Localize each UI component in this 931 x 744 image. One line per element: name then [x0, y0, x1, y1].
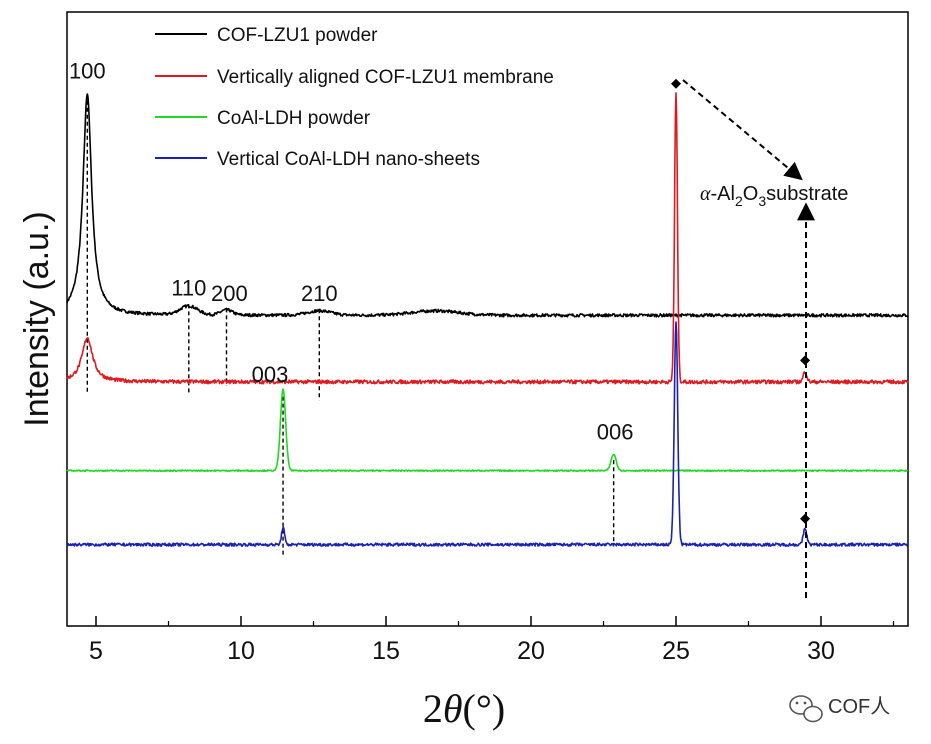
- annotation-arrow-diagonal: [682, 79, 803, 181]
- peak-label-100: 100: [69, 59, 106, 84]
- peak-labels: 100 110 200 210 003 006: [69, 59, 634, 445]
- x-axis-label-theta: θ: [443, 686, 463, 731]
- annotation-sub-2: 2: [735, 193, 743, 209]
- series-lines: [66, 92, 909, 547]
- y-axis-label: Intensity (a.u.): [18, 211, 56, 426]
- peak-label-006: 006: [597, 420, 634, 445]
- annotation-dash: -: [711, 183, 718, 205]
- diamond-marker-nanosheets-29: [800, 513, 811, 524]
- legend: COF-LZU1 powder Vertically aligned COF-L…: [155, 25, 554, 170]
- x-axis-label-prefix: 2: [423, 686, 443, 731]
- legend-label-3: Vertical CoAl-LDH nano-sheets: [217, 149, 480, 170]
- substrate-annotation: α-Al2O3substrate: [682, 79, 848, 598]
- peak-label-210: 210: [301, 281, 338, 306]
- series-line-3: [66, 321, 909, 547]
- series-line-2: [66, 388, 909, 472]
- x-tick-label-5: 5: [89, 637, 103, 665]
- x-tick-label-10: 10: [227, 637, 255, 665]
- plot-area-frame: [66, 11, 909, 627]
- legend-label-2: CoAl-LDH powder: [217, 108, 371, 129]
- watermark: COF人: [789, 695, 890, 723]
- peak-label-110: 110: [171, 275, 206, 300]
- diamond-markers: [671, 78, 811, 524]
- annotation-text: α-Al2O3substrate: [700, 183, 848, 209]
- legend-label-1: Vertically aligned COF-LZU1 membrane: [217, 67, 554, 88]
- x-tick-label-30: 30: [807, 637, 835, 665]
- x-tick-label-15: 15: [372, 637, 400, 665]
- legend-label-0: COF-LZU1 powder: [217, 25, 378, 46]
- wechat-icon: [789, 695, 823, 723]
- annotation-rest: substrate: [766, 183, 848, 205]
- x-axis-label-unit: (°): [463, 686, 506, 731]
- x-axis-ticks: 5 10 15 20 25 30: [89, 616, 895, 665]
- annotation-o: O: [743, 183, 759, 205]
- watermark-text: COF人: [828, 695, 890, 718]
- annotation-al: Al: [717, 183, 735, 205]
- x-tick-label-25: 25: [662, 637, 690, 665]
- guide-lines: [86, 100, 615, 556]
- diamond-marker-membrane-29: [800, 355, 811, 366]
- peak-label-003: 003: [252, 362, 289, 387]
- diamond-marker-membrane-25: [671, 78, 681, 89]
- annotation-sub-3: 3: [758, 193, 766, 209]
- peak-label-200: 200: [211, 281, 248, 306]
- x-axis-label: 2θ(°): [423, 686, 505, 731]
- series-line-0: [66, 93, 909, 318]
- x-tick-label-20: 20: [517, 637, 545, 665]
- annotation-alpha: α: [700, 183, 711, 205]
- series-line-1: [66, 92, 909, 385]
